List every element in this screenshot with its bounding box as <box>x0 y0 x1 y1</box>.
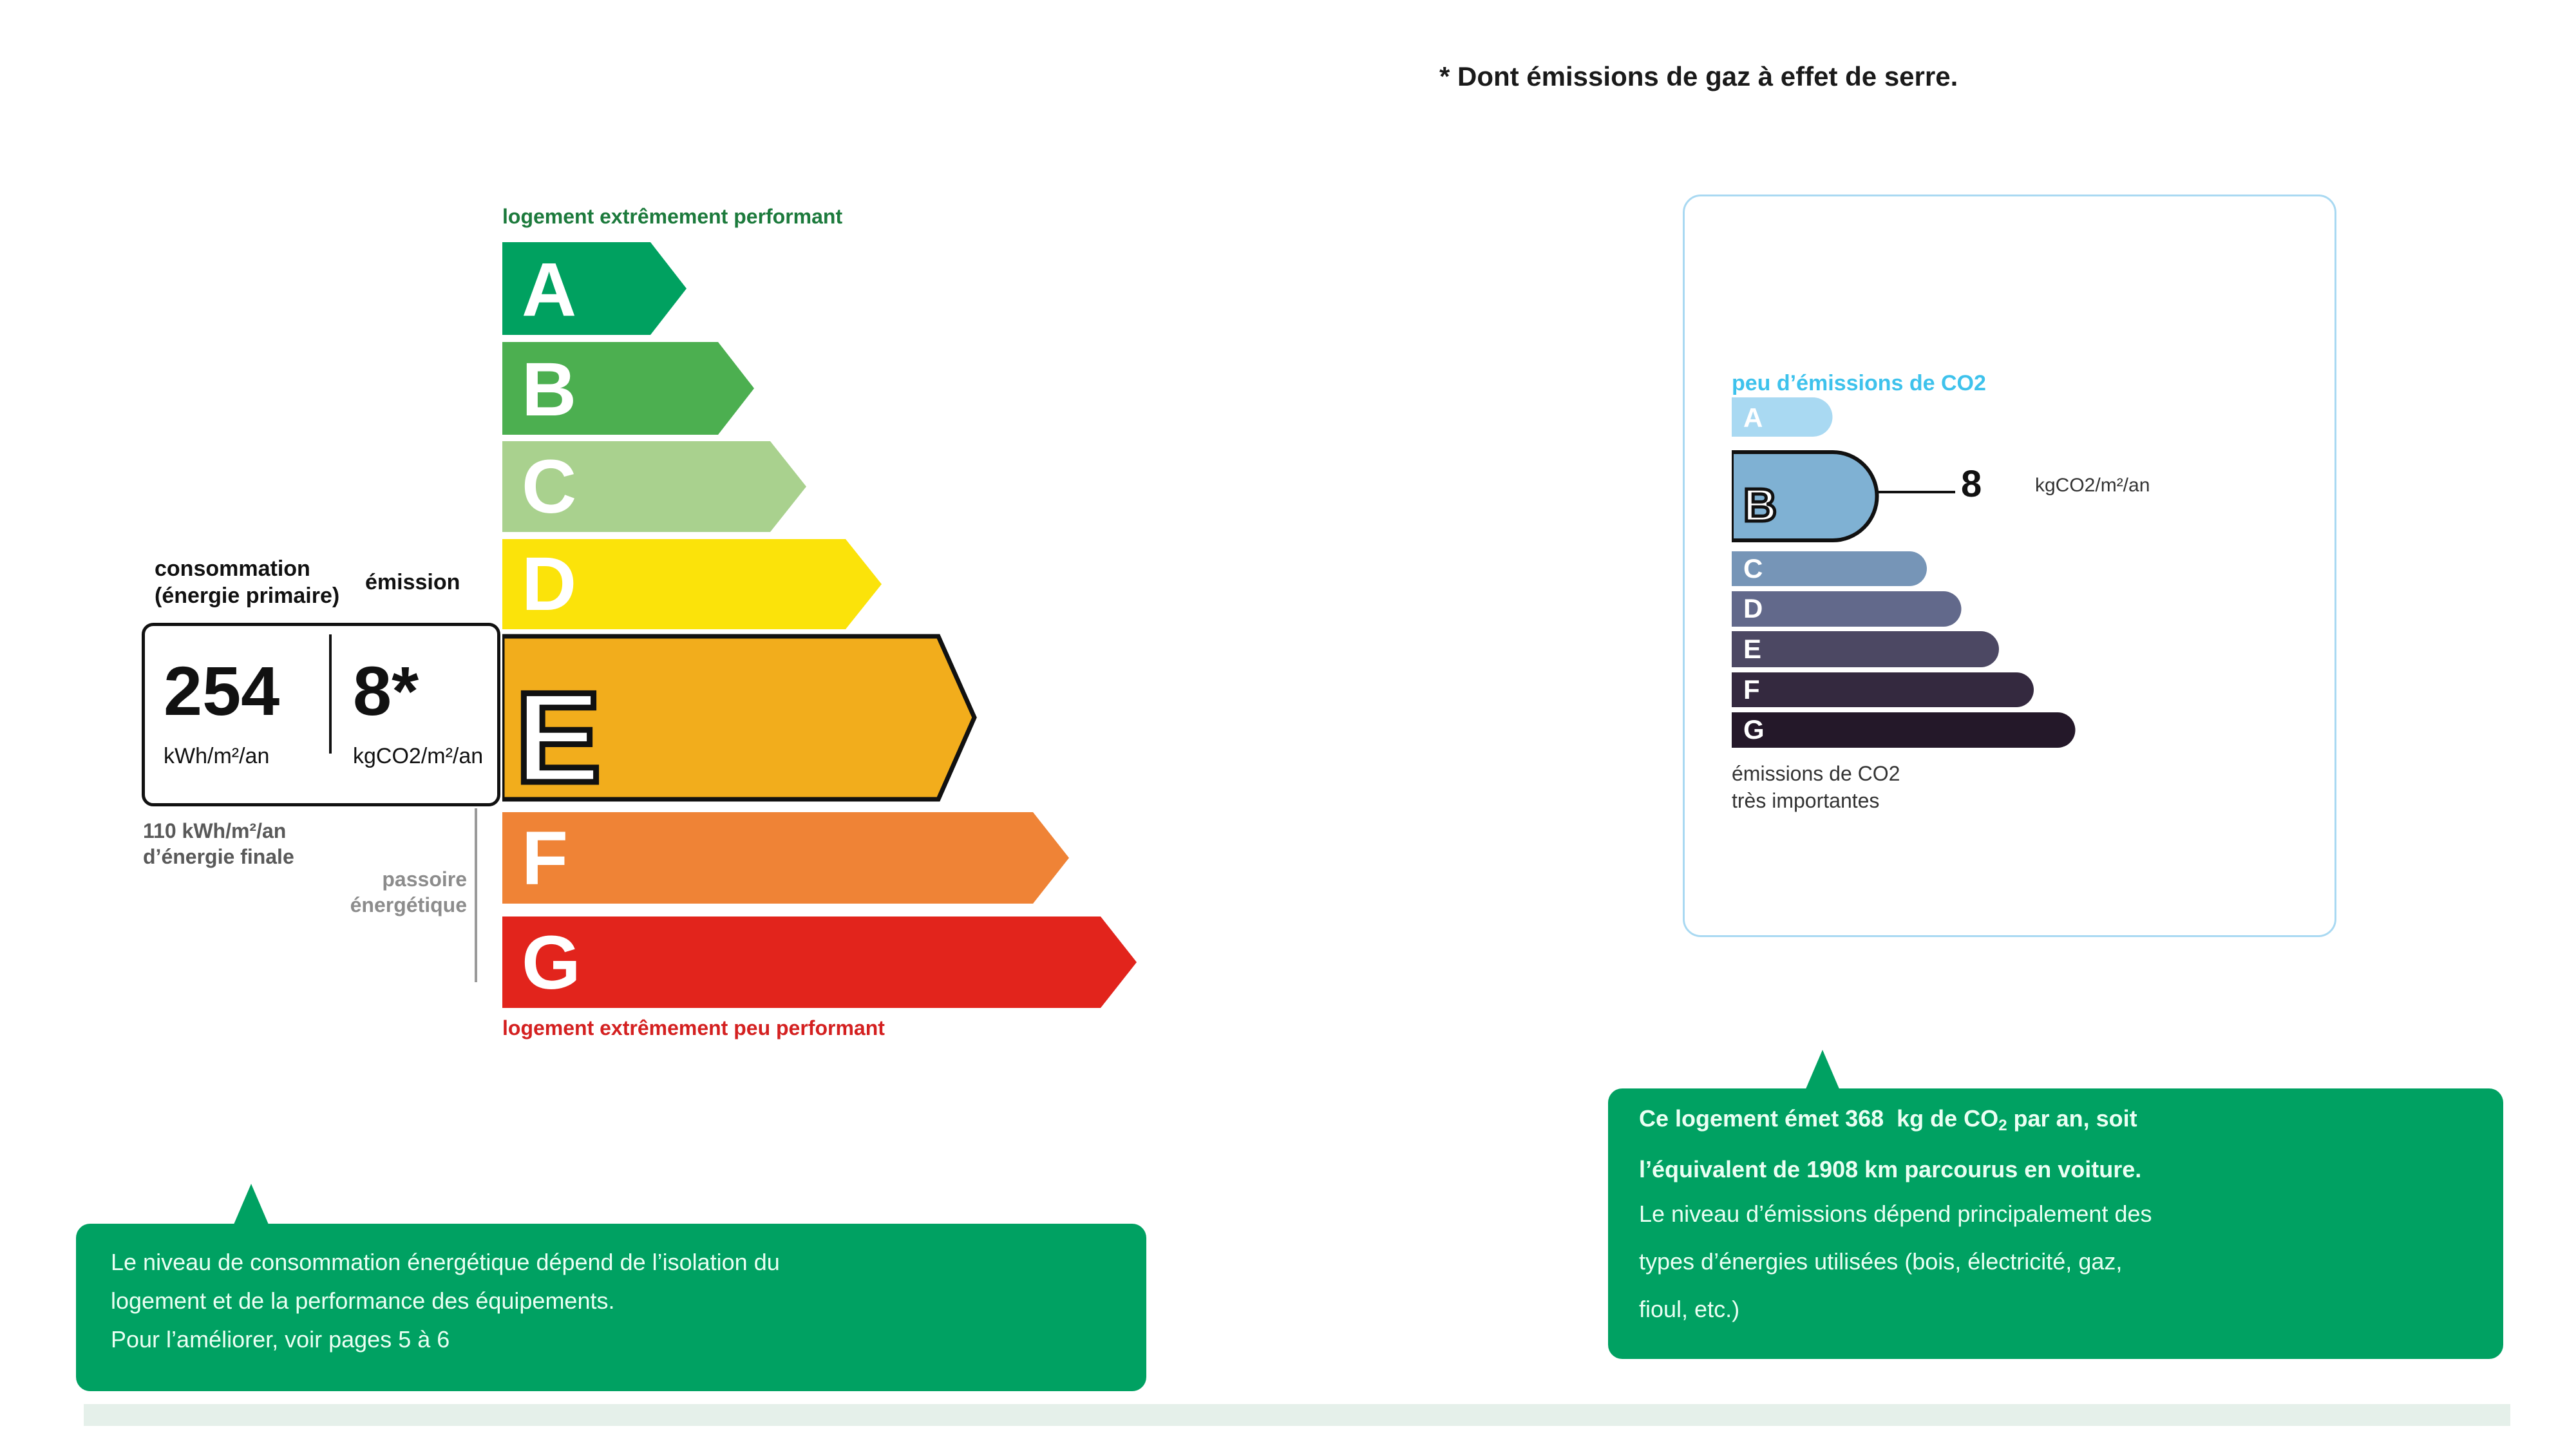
svg-text:E: E <box>515 666 601 810</box>
svg-text:B: B <box>1743 480 1777 531</box>
